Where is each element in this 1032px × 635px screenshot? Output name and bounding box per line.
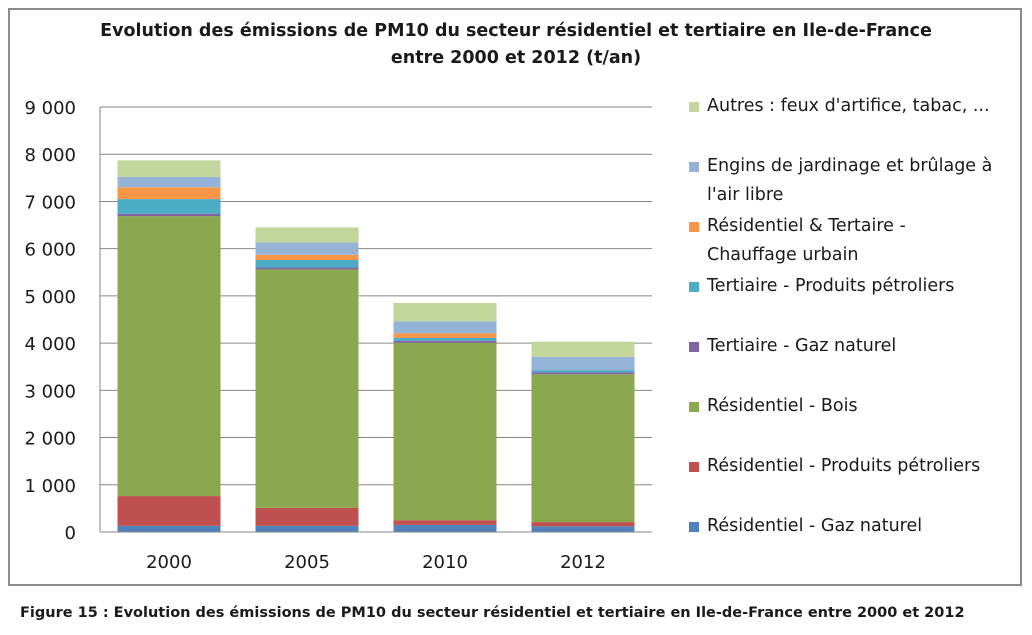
- bar-segment: [531, 522, 635, 527]
- bar-segment: [531, 370, 635, 373]
- bar-segment: [255, 260, 359, 268]
- bar-segment: [393, 302, 497, 322]
- bar-chart: 0 1 000 2 000 3 000 4 000 5 000 6 000 7 000 8 00…: [24, 98, 652, 573]
- bar-segment: [531, 341, 635, 357]
- y-tick-label: 4 000: [24, 334, 76, 355]
- bar-segment: [117, 160, 221, 177]
- x-tick-label: 2000: [146, 552, 192, 573]
- bar-segment: [117, 496, 221, 526]
- y-tick-label: 8 000: [24, 145, 76, 166]
- bar-segment: [393, 340, 497, 343]
- bar-segment: [117, 176, 221, 188]
- bar-segment: [393, 342, 497, 521]
- legend-swatch: [689, 102, 699, 112]
- bar-segment: [531, 526, 635, 532]
- y-tick-label: 6 000: [24, 240, 76, 261]
- legend-swatch: [689, 402, 699, 412]
- legend-label: Engins de jardinage et brûlage à l'air li…: [707, 152, 1007, 210]
- legend-label: Résidentiel - Bois: [707, 392, 1007, 421]
- y-tick-label: 0: [65, 523, 76, 544]
- legend-swatch: [689, 282, 699, 292]
- legend-label-line: Tertiaire - Gaz naturel: [707, 336, 897, 356]
- legend-label: Résidentiel - Gaz naturel: [707, 512, 1007, 541]
- bar-segment: [255, 269, 359, 508]
- bar-segment: [255, 507, 359, 526]
- x-tick-label: 2010: [422, 552, 468, 573]
- bar-segment: [255, 525, 359, 532]
- bar-segment: [531, 372, 635, 375]
- figure-caption: Figure 15 : Evolution des émissions de P…: [20, 605, 965, 621]
- bar-segment: [393, 520, 497, 525]
- legend-label: Résidentiel & Tertaire - Chauffage urbain: [707, 212, 1007, 270]
- legend-label-line: Résidentiel - Gaz naturel: [707, 516, 923, 536]
- bar-segment: [117, 187, 221, 200]
- legend-label-line: l'air libre: [707, 185, 784, 205]
- legend-swatch: [689, 522, 699, 532]
- legend-label-line: Chauffage urbain: [707, 245, 859, 265]
- legend-label: Résidentiel - Produits pétroliers: [707, 452, 1007, 481]
- y-tick-label: 5 000: [24, 287, 76, 308]
- chart-title: Evolution des émissions de PM10 du secte…: [0, 18, 1032, 72]
- legend-swatch: [689, 222, 699, 232]
- y-tick-label: 1 000: [24, 476, 76, 497]
- chart-title-line-1: Evolution des émissions de PM10 du secte…: [100, 21, 932, 41]
- bar-segment: [255, 242, 359, 255]
- legend-label-line: Résidentiel & Tertaire -: [707, 216, 906, 236]
- x-tick-label: 2005: [284, 552, 330, 573]
- bar-segment: [393, 333, 497, 338]
- y-tick-label: 3 000: [24, 381, 76, 402]
- legend-label: Tertiaire - Produits pétroliers: [707, 272, 1007, 301]
- chart-title-line-2: entre 2000 et 2012 (t/an): [390, 48, 642, 68]
- bar-segment: [393, 337, 497, 341]
- legend-label-line: Autres : feux d'artifice, tabac, ...: [707, 96, 990, 116]
- bar-segment: [393, 524, 497, 532]
- bar-segment: [531, 374, 635, 523]
- bar-segment: [255, 227, 359, 243]
- bar-segment: [531, 356, 635, 371]
- legend-label: Autres : feux d'artifice, tabac, ...: [707, 92, 1007, 121]
- bar-segment: [255, 267, 359, 270]
- y-tick-label: 7 000: [24, 192, 76, 213]
- legend-label-line: Résidentiel - Produits pétroliers: [707, 456, 981, 476]
- bar-segment: [117, 199, 221, 214]
- y-tick-label: 2 000: [24, 429, 76, 450]
- legend-swatch: [689, 162, 699, 172]
- x-tick-label: 2012: [560, 552, 606, 573]
- legend-swatch: [689, 462, 699, 472]
- legend-swatch: [689, 342, 699, 352]
- legend-label-line: Tertiaire - Produits pétroliers: [707, 276, 955, 296]
- bar-segment: [255, 254, 359, 260]
- y-tick-label: 9 000: [24, 98, 76, 119]
- bar-segment: [117, 525, 221, 532]
- legend-label: Tertiaire - Gaz naturel: [707, 332, 1007, 361]
- bar-segment: [117, 216, 221, 497]
- legend-label-line: Résidentiel - Bois: [707, 396, 858, 416]
- bar-segment: [117, 213, 221, 217]
- bar-segment: [393, 321, 497, 334]
- legend-label-line: Engins de jardinage et brûlage à: [707, 156, 993, 176]
